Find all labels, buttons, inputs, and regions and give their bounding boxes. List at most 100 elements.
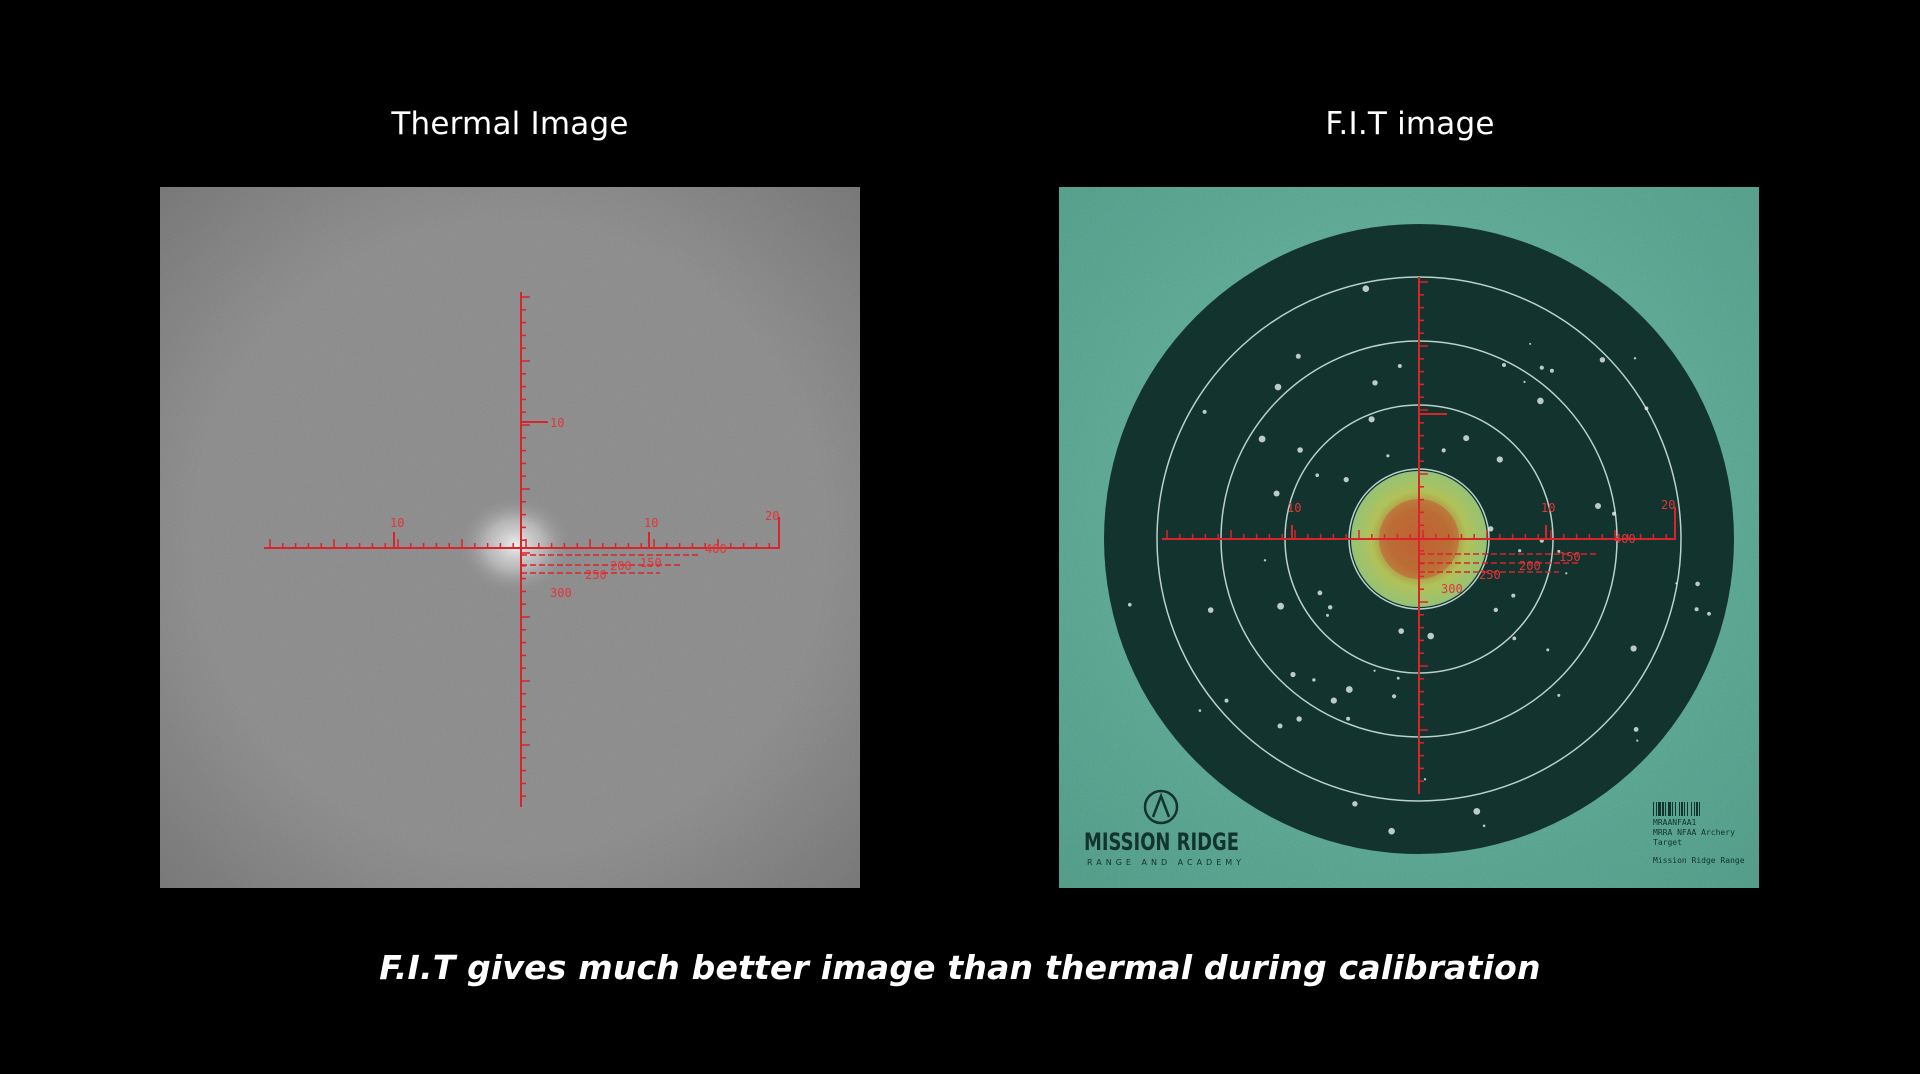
thermal-image-title: Thermal Image xyxy=(391,106,629,142)
bullet-hole xyxy=(1529,342,1532,345)
bullet-hole xyxy=(1277,602,1284,610)
bullet-hole xyxy=(1352,801,1358,807)
bullet-hole xyxy=(1557,693,1561,697)
thermal-reticle-mark-left: 10 xyxy=(390,516,404,530)
barcode-bar xyxy=(1699,802,1700,816)
barcode-bar xyxy=(1668,802,1671,816)
barcode-bar xyxy=(1687,802,1688,816)
slide-caption: F.I.T gives much better image than therm… xyxy=(379,948,1541,987)
bullet-hole xyxy=(1595,503,1601,509)
bullet-hole xyxy=(1539,365,1544,370)
bullet-hole xyxy=(1511,593,1516,598)
thermal-reticle xyxy=(264,292,780,807)
fit-range-mark: 400 xyxy=(1614,532,1636,546)
target-footer: Mission Ridge Range xyxy=(1653,856,1745,865)
bullet-hole xyxy=(1695,581,1700,587)
barcode-bar xyxy=(1684,802,1685,816)
bullet-hole xyxy=(1633,727,1639,732)
target-label: MRAANFAA1 MRRA NFAA Archery Target Missi… xyxy=(1653,802,1745,865)
fit-image: 10 10 20 150 200 250 300 400 MISSION RID… xyxy=(1059,187,1759,888)
barcode-bar xyxy=(1675,802,1676,816)
bullet-hole xyxy=(1388,827,1395,835)
fit-range-mark: 150 xyxy=(1559,550,1581,564)
bullet-hole xyxy=(1644,406,1649,411)
bullet-hole xyxy=(1346,716,1351,721)
thermal-range-mark: 150 xyxy=(640,556,662,570)
bullet-hole xyxy=(1546,648,1550,652)
barcode-bar xyxy=(1672,802,1673,816)
bullet-hole xyxy=(1343,477,1349,483)
bullet-hole xyxy=(1372,380,1378,386)
bullet-hole xyxy=(1273,490,1280,497)
bullet-hole xyxy=(1398,628,1404,634)
bullet-hole xyxy=(1612,511,1616,516)
bullet-hole xyxy=(1207,607,1214,613)
barcode-bar xyxy=(1694,802,1695,816)
barcode-bar xyxy=(1653,802,1654,816)
bullet-hole xyxy=(1518,549,1522,553)
bullet-hole xyxy=(1392,694,1397,699)
bullet-hole xyxy=(1397,364,1402,368)
bullet-hole xyxy=(1441,448,1446,453)
bullet-hole xyxy=(1396,676,1400,680)
bullet-hole xyxy=(1345,686,1353,693)
bullet-hole xyxy=(1636,739,1639,742)
bullet-hole xyxy=(1317,590,1323,596)
fit-range-mark: 300 xyxy=(1441,582,1463,596)
bullet-hole xyxy=(1315,473,1319,478)
bullet-hole xyxy=(1565,572,1568,575)
thermal-reticle-mark-right: 10 xyxy=(644,516,658,530)
bullet-hole xyxy=(1488,526,1494,532)
mission-ridge-logo: MISSION RIDGE RANGE AND ACADEMY xyxy=(1084,789,1245,867)
bullet-hole xyxy=(1473,808,1481,815)
fit-reticle-mark-far: 20 xyxy=(1661,498,1675,512)
thermal-range-mark: 200 xyxy=(610,559,632,573)
barcode-bar xyxy=(1665,802,1666,816)
bullet-hole xyxy=(1599,357,1606,363)
bullet-hole xyxy=(1362,285,1370,292)
barcode-bar xyxy=(1656,802,1657,816)
thermal-range-mark: 300 xyxy=(550,586,572,600)
bullet-hole xyxy=(1368,416,1375,423)
fit-range-mark: 200 xyxy=(1519,559,1541,573)
bullet-hole xyxy=(1630,645,1637,652)
bullet-hole xyxy=(1296,716,1302,722)
bullet-hole xyxy=(1297,447,1303,453)
bullet-hole xyxy=(1482,824,1486,828)
barcode-bar xyxy=(1696,802,1698,816)
bullet-hole xyxy=(1633,357,1637,360)
barcode-bar xyxy=(1679,802,1680,816)
fit-range-mark: 250 xyxy=(1479,568,1501,582)
bullet-hole xyxy=(1512,636,1517,641)
bullet-hole xyxy=(1295,353,1301,359)
bullet-hole xyxy=(1463,435,1470,442)
bullet-hole xyxy=(1328,605,1333,610)
barcode-bar xyxy=(1658,802,1661,816)
bullet-hole xyxy=(1128,602,1132,607)
barcode-bar xyxy=(1662,802,1664,816)
bullet-hole xyxy=(1537,397,1544,405)
bullet-hole xyxy=(1290,671,1296,678)
bullet-hole xyxy=(1694,607,1699,612)
bullet-hole xyxy=(1373,669,1376,672)
bullet-hole xyxy=(1224,698,1229,703)
thermal-image: 10 10 10 20 150 200 250 300 400 xyxy=(160,187,860,888)
bullet-hole xyxy=(1330,697,1337,704)
bullet-hole xyxy=(1707,611,1711,616)
thermal-reticle-mark-far: 20 xyxy=(765,509,779,523)
bullet-hole xyxy=(1427,632,1434,640)
thermal-range-mark: 250 xyxy=(585,568,607,582)
bullet-hole xyxy=(1274,383,1282,391)
brand-tagline: RANGE AND ACADEMY xyxy=(1087,858,1245,867)
thermal-range-mark: 400 xyxy=(705,542,727,556)
bullet-hole xyxy=(1502,363,1506,367)
bullet-hole xyxy=(1496,456,1503,463)
bullet-hole xyxy=(1549,368,1554,373)
bullet-hole xyxy=(1326,613,1329,617)
fit-reticle-mark-left: 10 xyxy=(1287,501,1301,515)
fit-reticle xyxy=(1162,277,1676,794)
brand-name: MISSION RIDGE xyxy=(1084,828,1239,856)
bullet-hole xyxy=(1493,607,1498,613)
fit-image-title: F.I.T image xyxy=(1325,106,1495,142)
bullet-hole xyxy=(1258,435,1266,443)
